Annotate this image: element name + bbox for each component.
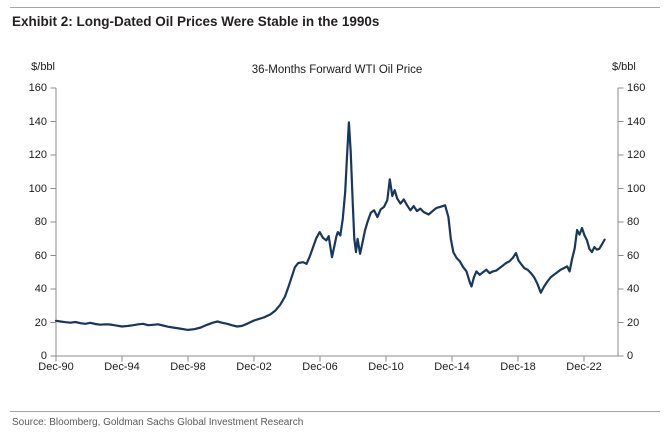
y-tick-label-left: 100 <box>28 183 47 195</box>
y-tick-label-left: 60 <box>34 250 47 262</box>
source-attribution: Source: Bloomberg, Goldman Sachs Global … <box>12 417 304 428</box>
x-tick-label: Dec-22 <box>566 361 602 373</box>
oil-price-line <box>54 121 606 331</box>
y-tick-label-right: 80 <box>627 216 640 228</box>
x-tick-label: Dec-14 <box>434 361 470 373</box>
x-tick-label: Dec-06 <box>302 361 338 373</box>
exhibit-title: Exhibit 2: Long-Dated Oil Prices Were St… <box>12 14 380 29</box>
y-tick-label-right: 140 <box>627 116 646 128</box>
x-tick-label: Dec-98 <box>170 361 206 373</box>
y-tick-label-left: 140 <box>28 116 47 128</box>
chart-title: 36-Months Forward WTI Oil Price <box>251 64 423 76</box>
y-axis-unit-right: $/bbl <box>612 61 636 73</box>
x-tick-label: Dec-90 <box>38 361 74 373</box>
axis-frame <box>55 88 619 357</box>
axis-tick-marks <box>50 87 624 362</box>
y-axis-unit-left: $/bbl <box>31 61 55 73</box>
x-tick-label: Dec-94 <box>104 361 140 373</box>
y-tick-label-left: 160 <box>28 82 47 94</box>
x-tick-label: Dec-02 <box>236 361 272 373</box>
y-tick-label-right: 60 <box>627 250 640 262</box>
top-divider <box>10 7 660 8</box>
x-tick-label: Dec-18 <box>500 361 536 373</box>
bottom-divider <box>10 411 660 412</box>
y-tick-label-right: 20 <box>627 317 640 329</box>
y-tick-label-right: 40 <box>627 283 640 295</box>
y-tick-label-left: 120 <box>28 149 47 161</box>
y-tick-label-right: 100 <box>627 183 646 195</box>
y-tick-label-right: 120 <box>627 149 646 161</box>
y-tick-label-left: 80 <box>34 216 47 228</box>
y-tick-label-right: 0 <box>627 350 634 362</box>
y-tick-label-left: 20 <box>34 317 47 329</box>
x-tick-label: Dec-10 <box>368 361 404 373</box>
y-tick-label-left: 40 <box>34 283 47 295</box>
y-tick-label-right: 160 <box>627 82 646 94</box>
y-tick-label-left: 0 <box>40 350 47 362</box>
